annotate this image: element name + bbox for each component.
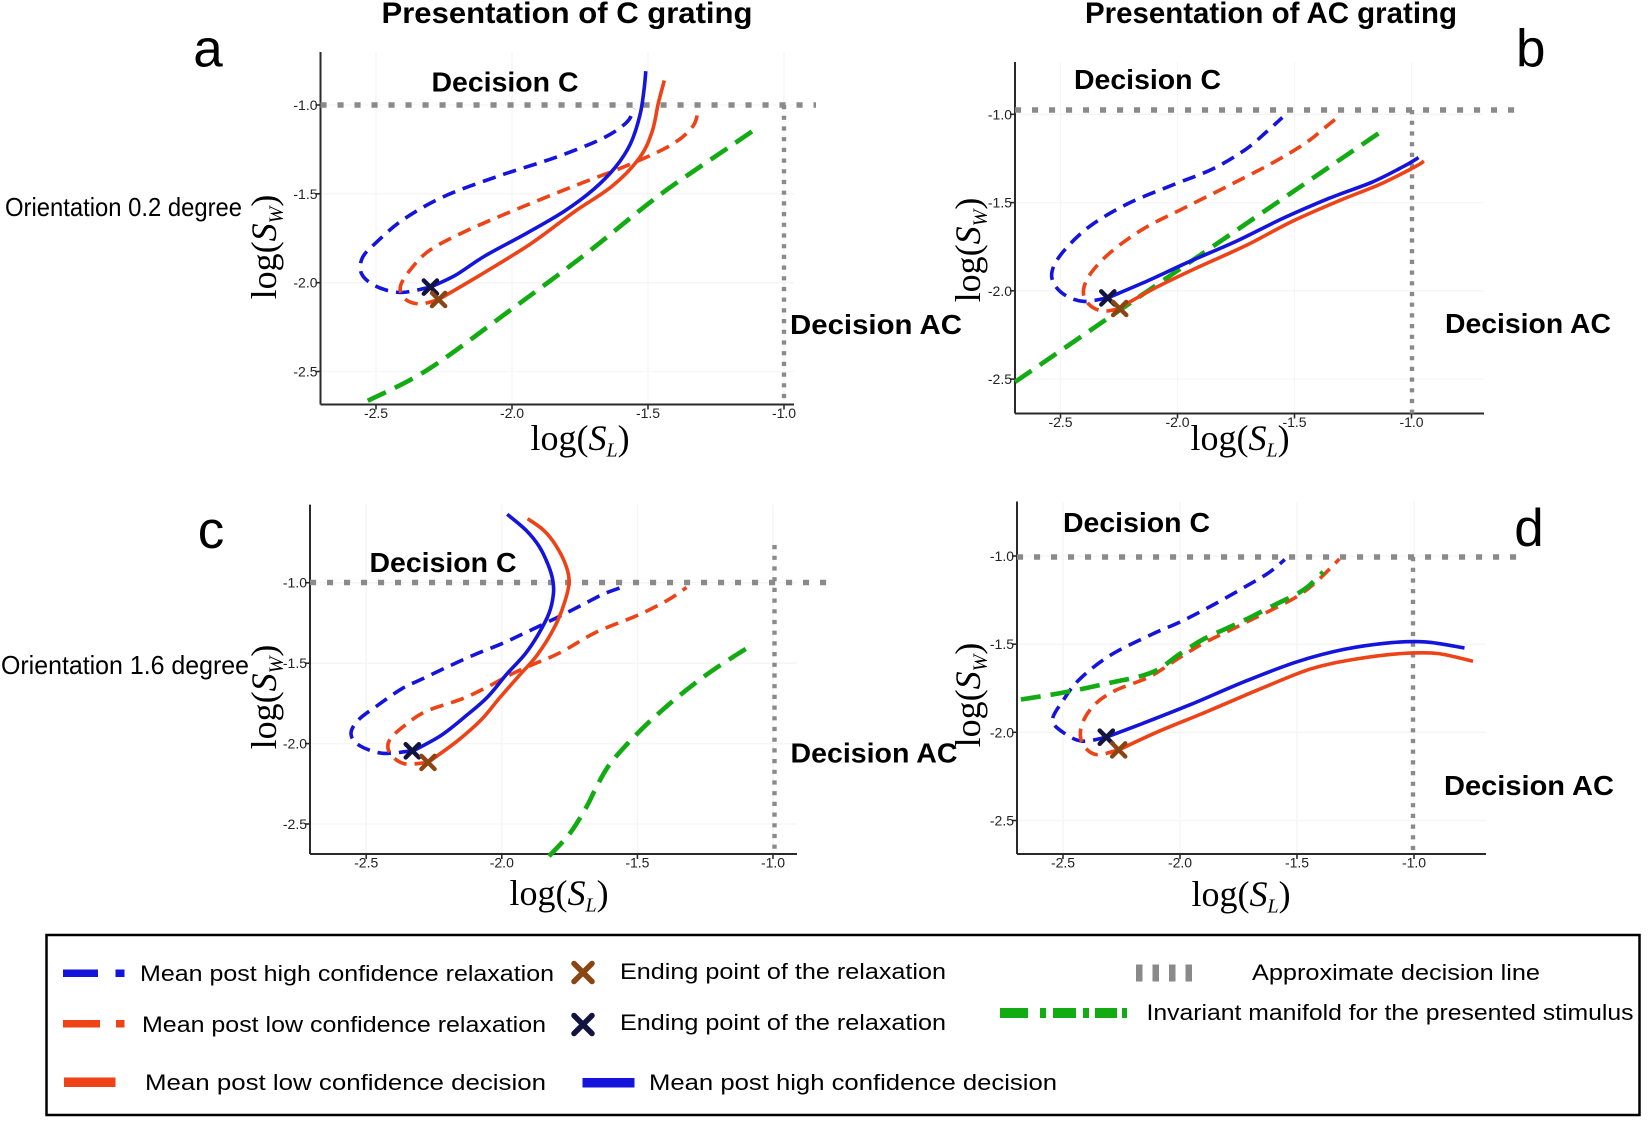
svg-text:-2.0: -2.0 xyxy=(988,283,1012,299)
svg-text:-1.0: -1.0 xyxy=(990,548,1014,564)
svg-text:Decision C: Decision C xyxy=(432,67,579,98)
svg-text:-2.5: -2.5 xyxy=(364,405,388,421)
svg-text:-1.5: -1.5 xyxy=(1285,855,1309,871)
svg-text:-2.0: -2.0 xyxy=(490,855,514,871)
svg-text:Decision C: Decision C xyxy=(370,547,517,578)
svg-text:-2.0: -2.0 xyxy=(1168,855,1192,871)
svg-text:Decision C: Decision C xyxy=(1063,507,1210,538)
svg-text:log(SW): log(SW) xyxy=(948,643,992,748)
svg-text:Ending point of the relaxation: Ending point of the relaxation xyxy=(620,959,946,984)
svg-text:-2.5: -2.5 xyxy=(990,813,1014,829)
svg-text:-2.5: -2.5 xyxy=(283,816,307,832)
svg-text:-1.5: -1.5 xyxy=(990,636,1014,652)
svg-text:-2.5: -2.5 xyxy=(354,855,378,871)
svg-text:-2.5: -2.5 xyxy=(1048,414,1072,430)
svg-text:-1.5: -1.5 xyxy=(625,855,649,871)
svg-text:-1.0: -1.0 xyxy=(761,855,785,871)
svg-text:Orientation 1.6 degree: Orientation 1.6 degree xyxy=(1,650,249,680)
svg-text:-2.0: -2.0 xyxy=(1165,414,1189,430)
svg-text:-2.5: -2.5 xyxy=(1051,855,1075,871)
svg-text:Decision AC: Decision AC xyxy=(1445,308,1611,339)
svg-text:-1.0: -1.0 xyxy=(1399,414,1423,430)
svg-text:-2.0: -2.0 xyxy=(990,724,1014,740)
svg-text:Decision AC: Decision AC xyxy=(790,309,962,340)
svg-text:Orientation 0.2 degree: Orientation 0.2 degree xyxy=(5,192,242,222)
svg-text:Presentation of AC grating: Presentation of AC grating xyxy=(1085,0,1457,30)
svg-text:-1.5: -1.5 xyxy=(293,186,317,202)
svg-text:Decision C: Decision C xyxy=(1074,64,1221,95)
svg-text:b: b xyxy=(1516,20,1545,79)
svg-text:-2.5: -2.5 xyxy=(293,364,317,380)
svg-text:-1.0: -1.0 xyxy=(1402,855,1426,871)
svg-text:Decision AC: Decision AC xyxy=(1444,770,1614,801)
svg-text:Mean post low confidence decis: Mean post low confidence decision xyxy=(145,1070,546,1095)
svg-text:Mean post high confidence rela: Mean post high confidence relaxation xyxy=(140,961,554,986)
svg-text:-1.0: -1.0 xyxy=(772,405,796,421)
svg-text:Mean post low confidence relax: Mean post low confidence relaxation xyxy=(142,1012,546,1037)
svg-text:Approximate decision line: Approximate decision line xyxy=(1252,960,1540,985)
svg-text:-1.5: -1.5 xyxy=(283,655,307,671)
svg-text:-2.5: -2.5 xyxy=(988,371,1012,387)
svg-text:Invariant manifold for the pre: Invariant manifold for the presented sti… xyxy=(1147,1000,1634,1025)
svg-text:-1.0: -1.0 xyxy=(293,97,317,113)
svg-text:-1.0: -1.0 xyxy=(988,106,1012,122)
svg-text:-1.5: -1.5 xyxy=(1282,414,1306,430)
svg-text:log(SW): log(SW) xyxy=(244,645,288,750)
svg-text:-2.0: -2.0 xyxy=(293,275,317,291)
svg-text:Ending point of the relaxation: Ending point of the relaxation xyxy=(620,1010,946,1035)
svg-text:a: a xyxy=(193,20,223,79)
svg-text:d: d xyxy=(1514,499,1543,558)
svg-text:Presentation of C grating: Presentation of C grating xyxy=(382,0,753,30)
svg-text:-2.0: -2.0 xyxy=(283,736,307,752)
svg-text:log(SL): log(SL) xyxy=(1191,874,1290,918)
svg-text:c: c xyxy=(198,501,225,560)
svg-text:Mean post high confidence deci: Mean post high confidence decision xyxy=(649,1070,1057,1095)
svg-text:-2.0: -2.0 xyxy=(500,405,524,421)
svg-text:-1.0: -1.0 xyxy=(283,575,307,591)
svg-text:-1.5: -1.5 xyxy=(636,405,660,421)
svg-text:-1.5: -1.5 xyxy=(988,195,1012,211)
svg-text:log(SL): log(SL) xyxy=(509,873,608,917)
svg-text:Decision AC: Decision AC xyxy=(791,738,958,769)
